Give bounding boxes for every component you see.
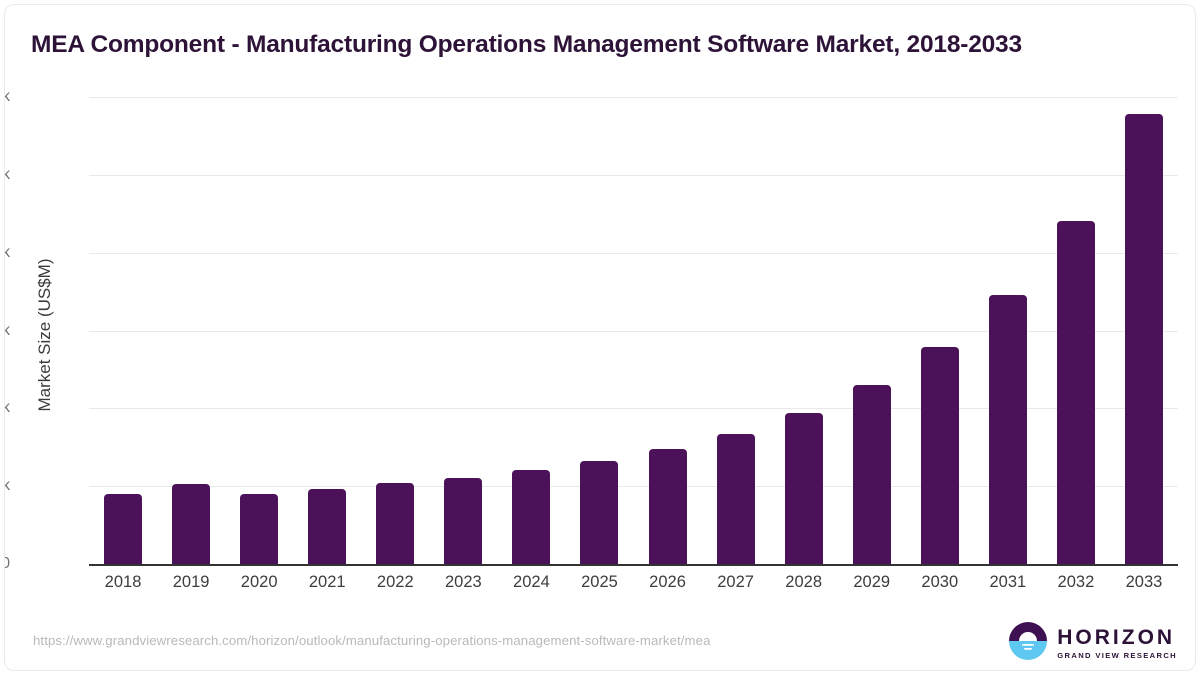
chart-card: MEA Component - Manufacturing Operations… <box>4 4 1196 671</box>
y-axis-tick-label: 3k <box>5 322 10 340</box>
x-axis-tick-2029: 2029 <box>853 573 891 591</box>
y-axis-tick-label: 2k <box>5 399 10 417</box>
y-axis-tick-label: 5k <box>5 166 10 184</box>
x-axis-tick-2025: 2025 <box>581 573 618 591</box>
bar-2019[interactable] <box>172 483 211 564</box>
bar-2022[interactable] <box>376 483 415 564</box>
x-axis-tick-2032: 2032 <box>1057 573 1095 591</box>
bar-2023[interactable] <box>444 477 483 564</box>
bar-2032[interactable] <box>1056 220 1095 564</box>
x-axis-tick-2018: 2018 <box>104 573 142 591</box>
x-axis-tick-2020: 2020 <box>240 573 278 591</box>
bar-2018[interactable] <box>104 493 143 564</box>
y-axis-tick-label: 0 <box>5 555 10 573</box>
logo-wordmark: HORIZON <box>1057 625 1176 649</box>
gridline <box>89 330 1178 332</box>
x-axis-tick-2023: 2023 <box>444 573 482 591</box>
x-axis-tick-2021: 2021 <box>308 573 346 591</box>
logo-text: HORIZON GRAND VIEW RESEARCH <box>1057 627 1177 660</box>
bar-2025[interactable] <box>580 460 619 564</box>
x-axis-tick-2024: 2024 <box>513 573 550 591</box>
x-axis-tick-2027: 2027 <box>717 573 754 591</box>
x-axis-tick-2031: 2031 <box>989 573 1027 591</box>
x-axis-tick-2022: 2022 <box>376 573 414 591</box>
page-title: MEA Component - Manufacturing Operations… <box>31 31 1022 58</box>
y-axis-tick-label: 4k <box>5 244 10 262</box>
x-axis-tick-2026: 2026 <box>649 573 686 591</box>
gridline <box>89 174 1178 176</box>
gridline <box>89 252 1178 254</box>
bar-2033[interactable] <box>1124 114 1163 564</box>
y-axis-ticks: 0 1k 2k 3k 4k 5k 6k <box>5 88 1195 572</box>
bar-2026[interactable] <box>648 448 687 564</box>
y-axis-tick-label: 6k <box>5 88 10 106</box>
logo-tagline: GRAND VIEW RESEARCH <box>1057 650 1177 660</box>
bar-2024[interactable] <box>512 470 551 564</box>
horizon-sun-logo-icon <box>1008 621 1048 666</box>
bar-series <box>89 97 1178 564</box>
plot-area <box>89 97 1178 565</box>
x-axis-tick-2033: 2033 <box>1125 573 1163 591</box>
bar-2030[interactable] <box>920 346 959 564</box>
x-axis-tick-2030: 2030 <box>921 573 959 591</box>
gridline <box>89 408 1178 410</box>
gridline <box>89 97 1178 98</box>
source-url[interactable]: https://www.grandviewresearch.com/horizo… <box>33 633 711 648</box>
bar-2031[interactable] <box>988 295 1027 564</box>
bar-2021[interactable] <box>308 488 347 564</box>
y-axis-tick-label: 1k <box>5 477 10 495</box>
bar-2027[interactable] <box>716 434 755 564</box>
x-axis-line <box>89 564 1178 566</box>
bar-2028[interactable] <box>784 413 823 564</box>
y-axis-label: Market Size (US$M) <box>35 258 54 412</box>
x-axis-tick-2019: 2019 <box>172 573 210 591</box>
horizon-logo[interactable]: HORIZON GRAND VIEW RESEARCH <box>1008 621 1177 666</box>
x-axis-tick-2028: 2028 <box>785 573 823 591</box>
gridline <box>89 486 1178 488</box>
bar-2029[interactable] <box>852 385 891 564</box>
bar-2020[interactable] <box>240 493 279 564</box>
